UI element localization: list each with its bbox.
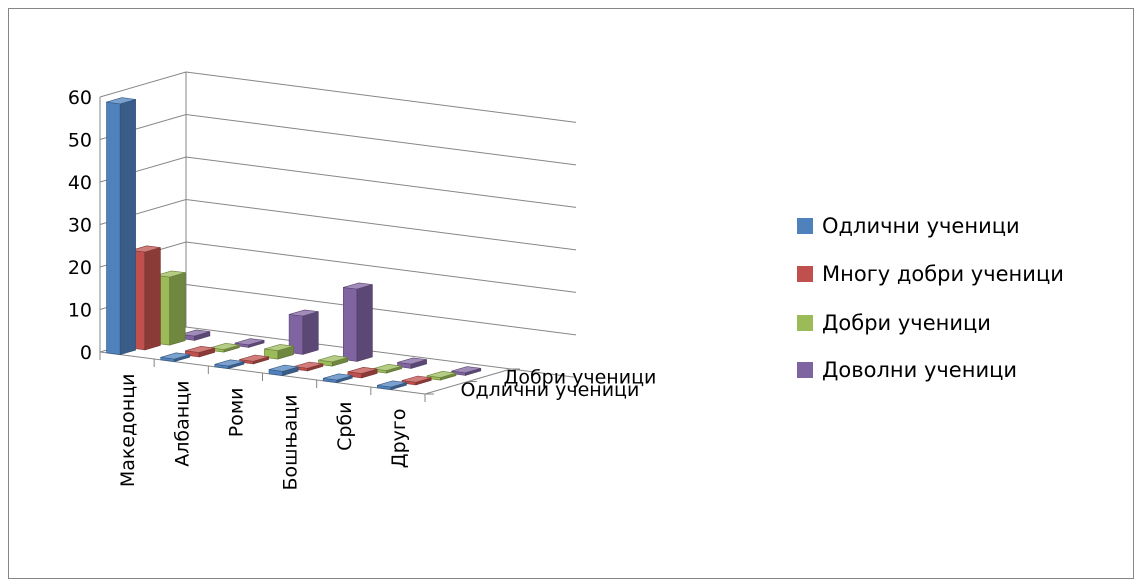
legend-swatch-3	[797, 362, 813, 378]
gridline-4	[99, 156, 577, 208]
legend-label-2: Добри ученици	[822, 311, 991, 335]
x-tick-label-2: Роми	[225, 388, 247, 438]
bars	[106, 97, 482, 390]
y-tick-label-5: 50	[68, 130, 92, 152]
bar-3-4	[397, 357, 427, 369]
depth-label-1: Одлични ученици	[461, 379, 640, 401]
bar-0-5	[376, 380, 407, 390]
y-tick-label-0: 0	[80, 342, 92, 364]
gridline-5	[99, 113, 577, 166]
legend: Одлични ученици Многу добри ученици Добр…	[797, 214, 1064, 382]
bar-3-2	[288, 309, 319, 355]
bar-0-0	[106, 97, 136, 356]
x-tick-label-1: Албанци	[171, 381, 193, 467]
legend-swatch-0	[797, 218, 813, 234]
bar-2-1	[209, 342, 240, 353]
x-tick-label-3: Бошњаци	[280, 395, 302, 491]
x-tick-label-0: Македонци	[117, 374, 139, 488]
gridline-6	[99, 71, 577, 123]
chart-area	[8, 8, 1134, 579]
legend-label-0: Одлични ученици	[822, 214, 1020, 238]
bar-0-3	[268, 364, 299, 376]
y-tick-label-6: 60	[68, 87, 92, 109]
bar-0-1	[160, 352, 191, 362]
x-tick-label-5: Друго	[388, 409, 410, 469]
y-tick-label-4: 40	[68, 172, 92, 194]
bar-3-3	[342, 282, 373, 362]
axis-labels: 0 10 20 30 40 50 60 Македонци Албанци Роми Бошњаци…	[68, 87, 657, 491]
x-tick-label-4: Срби	[334, 402, 356, 451]
bar-2-4	[372, 363, 403, 374]
axes	[99, 72, 520, 402]
legend-label-1: Многу добри ученици	[822, 262, 1064, 286]
legend-swatch-2	[797, 315, 813, 331]
bar-1-2	[239, 354, 270, 365]
bar-3-1	[234, 338, 265, 348]
bar-0-2	[214, 359, 245, 369]
bar-2-5	[426, 370, 457, 381]
bar-0-4	[322, 373, 353, 383]
legend-label-3: Доволни ученици	[822, 358, 1017, 382]
bar-3-5	[451, 366, 482, 376]
legend-swatch-1	[797, 266, 813, 282]
y-tick-label-2: 20	[68, 257, 92, 279]
y-tick-label-3: 30	[68, 215, 92, 237]
depth-label-0: Добри ученици	[504, 366, 657, 388]
y-tick-label-1: 10	[68, 300, 92, 322]
bar-1-5	[401, 375, 432, 386]
gridline-3	[99, 198, 577, 251]
bar-1-1	[185, 345, 215, 358]
